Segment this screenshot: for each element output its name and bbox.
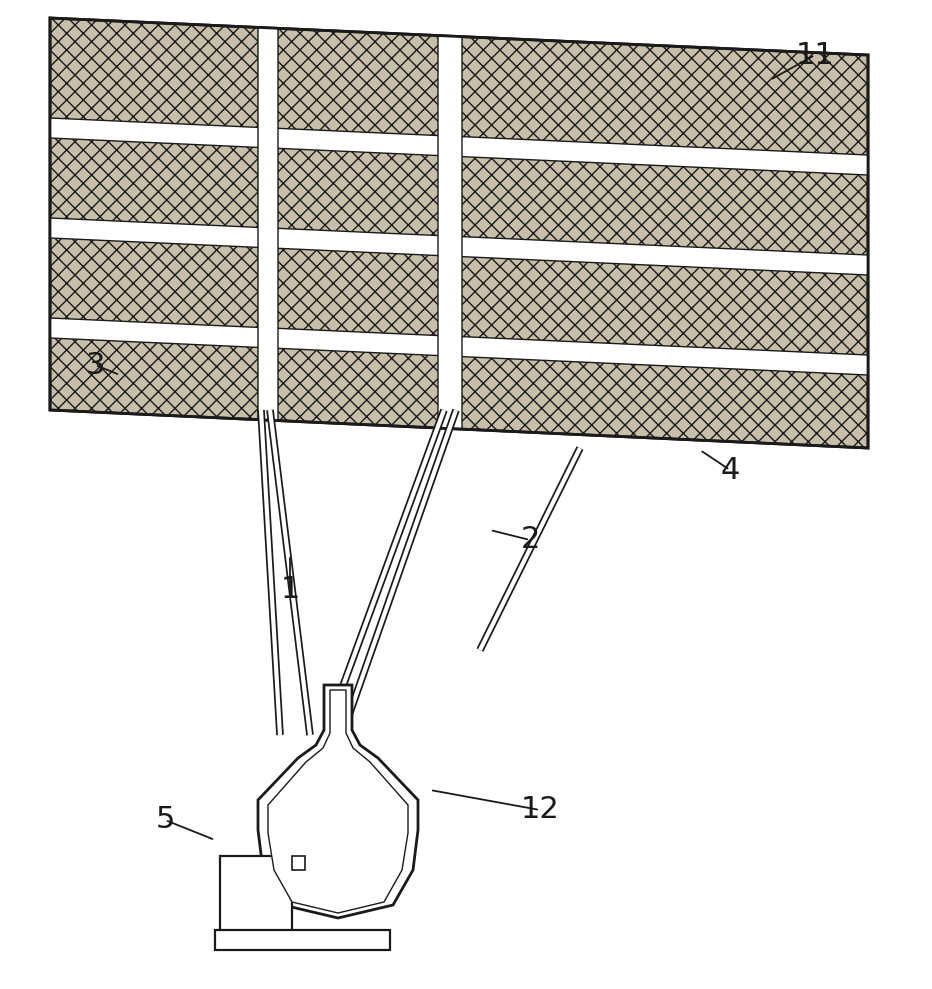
- Text: 5: 5: [156, 805, 174, 835]
- Polygon shape: [292, 856, 305, 870]
- Polygon shape: [268, 690, 408, 913]
- Polygon shape: [215, 930, 390, 950]
- Text: 1: 1: [281, 576, 300, 604]
- Polygon shape: [258, 685, 418, 918]
- Polygon shape: [438, 36, 462, 428]
- Polygon shape: [220, 856, 292, 932]
- Text: 12: 12: [521, 795, 559, 825]
- Text: 11: 11: [796, 41, 834, 69]
- Polygon shape: [50, 18, 868, 448]
- Text: 3: 3: [85, 350, 104, 380]
- Polygon shape: [50, 218, 868, 275]
- Polygon shape: [50, 118, 868, 175]
- Text: 4: 4: [720, 456, 740, 485]
- Polygon shape: [50, 318, 868, 375]
- Polygon shape: [258, 28, 278, 420]
- Text: 2: 2: [520, 525, 540, 555]
